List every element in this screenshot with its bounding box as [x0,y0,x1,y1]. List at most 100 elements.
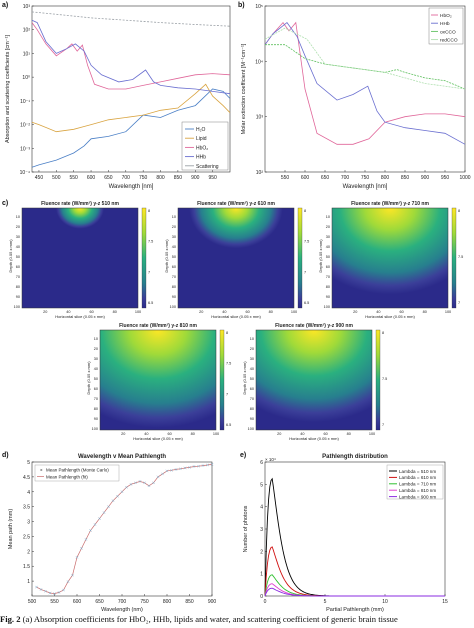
data-point [111,499,115,503]
x-tick-label: 550 [50,599,59,605]
y-tick-label: 50 [16,255,20,259]
y-axis-label: Molar extinction coefficient [M⁻¹cm⁻¹] [241,43,247,134]
x-tick-label: 800 [163,599,172,605]
y-tick-label: 50 [326,255,330,259]
x-tick-label: 700 [122,175,131,181]
panel-label-e: e) [240,452,247,459]
y-tick-label: 0 [260,594,263,600]
y-tick-label: 10 [326,215,330,219]
y-tick-label: 100 [324,305,330,309]
legend-entry: Lambda = 610 nm [399,475,436,480]
absorption-chart: 450 500 550 600 650 700 750 800 850 900 950 10⁻⁴ 10⁻… [5,4,231,190]
data-point [102,511,106,514]
data-point [66,580,70,584]
x-tick-label: 40 [222,310,226,314]
data-point [98,517,101,520]
legend-box [181,121,229,171]
data-point [120,490,124,494]
y-axis-label: Depth (0.05 x mm) [86,361,91,395]
y-tick-label: 1.5 [23,564,30,570]
y-tick-label: 20 [94,347,98,351]
x-tick-label: 650 [104,175,113,181]
colorbar [297,207,303,309]
x-axis-label: Horizontal slice (0.05 x mm) [55,314,105,319]
x-tick-label: 600 [73,599,82,605]
data-point [75,555,79,559]
x-tick-label: 750 [361,175,370,181]
data-point [80,546,83,550]
y-tick-label: 90 [326,295,330,299]
y-tick-label: 70 [250,397,254,401]
y-tick-label: 3 [27,520,30,526]
y-tick-label: 10⁻⁴ [20,170,30,176]
colorbar [141,207,147,309]
data-point [48,591,52,595]
y-tick-label: 10⁰ [22,75,30,81]
colorbar-label: 8 [458,209,460,213]
y-tick-label: 10¹ [23,51,31,57]
x-tick-label: 550 [281,175,290,181]
x-tick-label: 900 [191,175,200,181]
y-tick-label: 40 [250,367,254,371]
x-tick-label: 60 [323,432,327,436]
y-exponent: × 10⁴ [265,457,276,462]
colorbar-label: 7 [148,270,150,274]
legend-entry: oxCCO [440,29,456,35]
heatmap-image [255,329,373,431]
x-axis-label: Horizontal slice (0.05 x mm) [289,436,339,441]
y-tick-label: 100 [248,427,254,431]
y-tick-label: 10⁴ [255,59,263,65]
y-tick-label: 100 [170,305,176,309]
data-point [179,467,182,471]
colorbar-label: 8 [148,209,150,213]
colorbar-label: 7 [226,392,228,396]
data-point [107,505,110,509]
colorbar [451,207,457,309]
y-tick-label: 70 [16,275,20,279]
y-axis-label: Number of photons [243,505,249,552]
data-point [134,481,137,485]
colorbar-label: 6.5 [304,301,309,305]
data-point [174,468,178,471]
y-tick-label: 2.5 [23,534,30,540]
panel-label-b: b) [238,2,245,9]
data-point [143,481,146,485]
colorbar-label: 7.5 [458,255,463,259]
y-tick-label: 20 [172,225,176,229]
x-tick-label: 40 [300,432,304,436]
y-tick-label: 70 [172,275,176,279]
x-tick-label: 20 [121,432,125,436]
heatmap-title: Fluence rate (W/mm²) y-z 610 nm [197,201,275,207]
x-tick-label: 900 [208,599,217,605]
x-tick-label: 550 [70,175,79,181]
data-point [57,591,61,594]
y-tick-label: 70 [326,275,330,279]
legend-entry: HHb [196,155,206,161]
x-tick-label: 20 [353,310,357,314]
data-point [129,482,133,486]
y-tick-label: 60 [326,265,330,269]
y-tick-label: 3.5 [23,505,30,511]
colorbar-label: 7 [458,301,460,305]
y-tick-label: 2 [260,549,263,555]
legend-marker: × [40,468,43,473]
legend-entry: HbO₂ [196,145,208,151]
y-tick-label: 30 [16,235,20,239]
x-tick-label: 20 [199,310,203,314]
colorbar [375,329,381,431]
y-axis-label: Mean path (mm) [8,509,14,550]
y-tick-label: 40 [172,245,176,249]
y-tick-label: 10⁻³ [20,146,30,152]
x-tick-label: 20 [277,432,281,436]
x-tick-label: 100 [291,310,297,314]
data-point [44,589,47,593]
x-tick-label: 700 [341,175,350,181]
data-point [84,538,88,541]
x-tick-label: 850 [401,175,410,181]
y-tick-label: 50 [94,377,98,381]
series-line-hhb [264,22,466,145]
y-tick-label: 30 [326,235,330,239]
data-point [93,523,97,526]
x-tick-label: 850 [174,175,183,181]
fit-line [36,464,213,594]
